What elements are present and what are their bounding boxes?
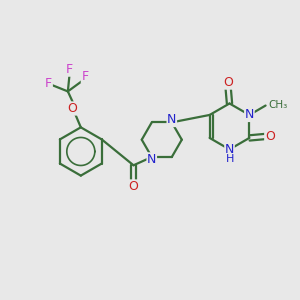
Text: N: N: [147, 153, 157, 166]
Text: N: N: [225, 143, 234, 156]
Text: F: F: [81, 70, 88, 83]
Text: N: N: [167, 113, 176, 127]
Text: CH₃: CH₃: [268, 100, 287, 110]
Text: F: F: [66, 63, 73, 76]
Text: O: O: [265, 130, 274, 143]
Text: N: N: [245, 109, 254, 122]
Text: F: F: [45, 77, 52, 90]
Text: O: O: [67, 102, 77, 115]
Text: O: O: [223, 76, 233, 89]
Text: O: O: [129, 180, 138, 193]
Text: H: H: [226, 154, 234, 164]
